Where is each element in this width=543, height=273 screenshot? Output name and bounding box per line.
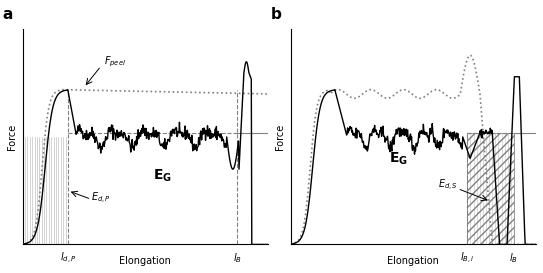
Text: $l_B$: $l_B$ bbox=[233, 252, 242, 265]
X-axis label: Elongation: Elongation bbox=[119, 256, 171, 266]
Text: $\mathbf{E_G}$: $\mathbf{E_G}$ bbox=[153, 168, 172, 184]
Y-axis label: Force: Force bbox=[275, 124, 285, 150]
X-axis label: Elongation: Elongation bbox=[387, 256, 439, 266]
Text: $l_{B,i}$: $l_{B,i}$ bbox=[460, 251, 475, 266]
Text: $F_{peel}$: $F_{peel}$ bbox=[104, 54, 126, 69]
Text: $\mathbf{E_G}$: $\mathbf{E_G}$ bbox=[389, 151, 408, 167]
Text: $E_{d,S}$: $E_{d,S}$ bbox=[438, 178, 458, 193]
Text: b: b bbox=[271, 7, 282, 22]
Y-axis label: Force: Force bbox=[7, 124, 17, 150]
Text: $E_{d,P}$: $E_{d,P}$ bbox=[91, 191, 111, 206]
Text: a: a bbox=[3, 7, 13, 22]
Text: $l_B$: $l_B$ bbox=[509, 252, 519, 265]
Text: $l_{d,P}$: $l_{d,P}$ bbox=[60, 251, 76, 266]
